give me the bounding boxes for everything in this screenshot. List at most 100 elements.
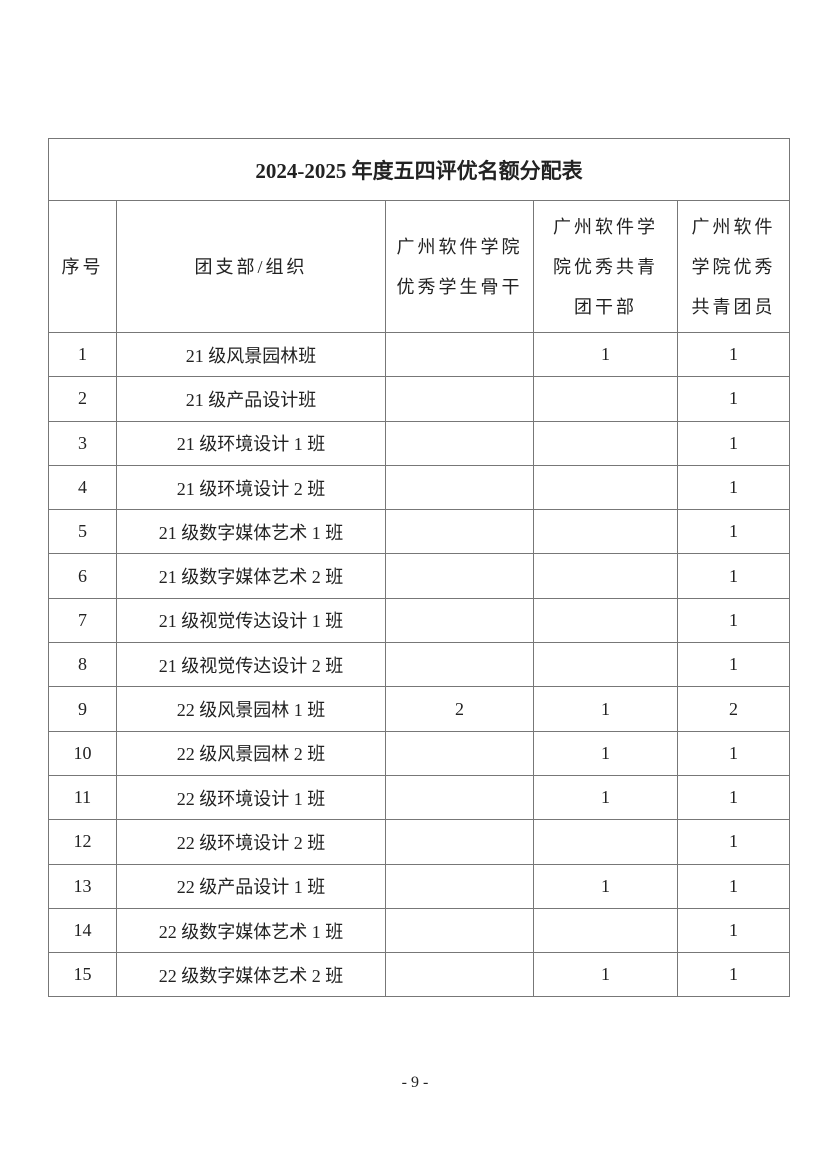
branch-cell: 21 级视觉传达设计 1 班 (116, 597, 386, 644)
table-row: 4 21 级环境设计 2 班 1 (48, 464, 791, 511)
branch-cell: 21 级视觉传达设计 2 班 (116, 642, 386, 688)
header-line: 广州软件学 (553, 216, 658, 237)
student-leader-cell (385, 376, 534, 422)
league-cadre-cell: 1 (533, 774, 678, 821)
quota-table: 2024-2025 年度五四评优名额分配表 序号 团支部/组织 广州软件学院 优秀学生… (47, 138, 791, 998)
league-cadre-cell: 1 (533, 730, 678, 776)
column-header: 序号 (48, 200, 117, 333)
branch-cell: 22 级风景园林 1 班 (116, 686, 386, 732)
index-cell: 15 (48, 952, 117, 998)
branch-cell: 21 级数字媒体艺术 1 班 (116, 509, 386, 555)
student-leader-cell (385, 774, 534, 821)
student-leader-cell (385, 509, 534, 555)
league-cadre-cell (533, 553, 678, 599)
index-cell: 11 (48, 774, 117, 821)
index-cell: 7 (48, 597, 117, 644)
column-header: 广州软件学院优秀共青团员 (676, 200, 791, 333)
index-cell: 6 (48, 553, 117, 599)
branch-cell: 22 级环境设计 1 班 (116, 774, 386, 821)
header-line: 序号 (61, 256, 104, 277)
league-member-cell: 1 (676, 730, 791, 776)
index-cell: 3 (48, 420, 117, 466)
league-member-cell: 2 (676, 686, 791, 732)
league-cadre-cell: 1 (533, 686, 678, 732)
header-line: 广州软件学院 (396, 236, 523, 257)
league-cadre-cell: 1 (533, 863, 678, 909)
league-cadre-cell (533, 509, 678, 555)
league-cadre-cell (533, 642, 678, 688)
table-row: 6 21 级数字媒体艺术 2 班 1 (48, 553, 791, 599)
index-cell: 4 (48, 464, 117, 511)
table-row: 12 22 级环境设计 2 班 1 (48, 819, 791, 865)
student-leader-cell (385, 863, 534, 909)
league-member-cell: 1 (676, 907, 791, 954)
league-cadre-cell (533, 597, 678, 644)
header-line: 学院优秀 (691, 256, 776, 277)
league-member-cell: 1 (676, 553, 791, 599)
branch-cell: 22 级环境设计 2 班 (116, 819, 386, 865)
table-row: 7 21 级视觉传达设计 1 班 1 (48, 597, 791, 644)
index-cell: 12 (48, 819, 117, 865)
index-cell: 9 (48, 686, 117, 732)
column-header: 团支部/组织 (116, 200, 386, 333)
league-member-cell: 1 (676, 642, 791, 688)
league-member-cell: 1 (676, 376, 791, 422)
table-row: 1 21 级风景园林班 1 1 (48, 331, 791, 378)
league-member-cell: 1 (676, 331, 791, 378)
league-cadre-cell (533, 907, 678, 954)
index-cell: 1 (48, 331, 117, 378)
header-line: 团干部 (574, 296, 637, 317)
header-line: 广州软件 (691, 216, 776, 237)
student-leader-cell (385, 331, 534, 378)
league-cadre-cell: 1 (533, 952, 678, 998)
branch-cell: 21 级环境设计 2 班 (116, 464, 386, 511)
league-cadre-cell (533, 420, 678, 466)
league-member-cell: 1 (676, 464, 791, 511)
league-cadre-cell (533, 376, 678, 422)
table-row: 3 21 级环境设计 1 班 1 (48, 420, 791, 466)
student-leader-cell (385, 553, 534, 599)
branch-cell: 21 级产品设计班 (116, 376, 386, 422)
header-line: 共青团员 (691, 296, 776, 317)
league-member-cell: 1 (676, 420, 791, 466)
league-member-cell: 1 (676, 863, 791, 909)
branch-cell: 22 级数字媒体艺术 2 班 (116, 952, 386, 998)
index-cell: 13 (48, 863, 117, 909)
student-leader-cell (385, 952, 534, 998)
league-cadre-cell: 1 (533, 331, 678, 378)
league-member-cell: 1 (676, 819, 791, 865)
page-number: - 9 - (401, 1074, 429, 1091)
table-title: 2024-2025 年度五四评优名额分配表 (47, 138, 791, 201)
student-leader-cell (385, 907, 534, 954)
header-row: 序号 团支部/组织 广州软件学院 优秀学生骨干 广州软件学 院优秀共青 团干部 广州软件 学院优… (48, 200, 791, 333)
branch-cell: 22 级产品设计 1 班 (116, 863, 386, 909)
league-cadre-cell (533, 464, 678, 511)
header-line: 团支部/组织 (194, 256, 308, 277)
branch-cell: 22 级数字媒体艺术 1 班 (116, 907, 386, 954)
branch-cell: 21 级环境设计 1 班 (116, 420, 386, 466)
branch-cell: 21 级风景园林班 (116, 331, 386, 378)
league-member-cell: 1 (676, 774, 791, 821)
table-row: 14 22 级数字媒体艺术 1 班 1 (48, 907, 791, 954)
student-leader-cell (385, 642, 534, 688)
index-cell: 10 (48, 730, 117, 776)
table-row: 5 21 级数字媒体艺术 1 班 1 (48, 509, 791, 555)
index-cell: 5 (48, 509, 117, 555)
student-leader-cell: 2 (385, 686, 534, 732)
header-line: 院优秀共青 (553, 256, 658, 277)
student-leader-cell (385, 597, 534, 644)
index-cell: 2 (48, 376, 117, 422)
index-cell: 14 (48, 907, 117, 954)
league-member-cell: 1 (676, 597, 791, 644)
branch-cell: 22 级风景园林 2 班 (116, 730, 386, 776)
column-header: 广州软件学院 优秀学生骨干 (385, 200, 534, 333)
table-row: 2 21 级产品设计班 1 (48, 376, 791, 422)
column-header: 广州软件学院优秀共青团干部 (533, 200, 678, 333)
branch-cell: 21 级数字媒体艺术 2 班 (116, 553, 386, 599)
student-leader-cell (385, 819, 534, 865)
student-leader-cell (385, 730, 534, 776)
